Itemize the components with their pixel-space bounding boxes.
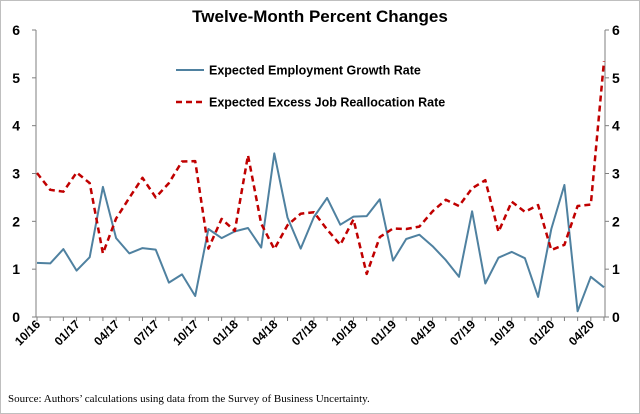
- x-tick-label: 04/19: [408, 317, 439, 348]
- x-tick-label: 10/18: [328, 317, 359, 348]
- x-tick-label: 01/20: [526, 317, 557, 348]
- x-tick-label: 04/20: [566, 317, 597, 348]
- series-line-employment-growth: [36, 152, 605, 313]
- legend: Expected Employment Growth Rate Expected …: [176, 64, 445, 110]
- y-tick-label-right: 3: [612, 166, 620, 182]
- legend-label-employment-growth: Expected Employment Growth Rate: [209, 64, 421, 78]
- y-tick-label-left: 2: [12, 213, 20, 229]
- y-tick-label-left: 4: [12, 118, 20, 134]
- y-tick-label-left: 5: [12, 70, 20, 86]
- y-tick-label-right: 6: [612, 22, 620, 38]
- x-tick-label: 10/19: [487, 317, 518, 348]
- chart-title: Twelve-Month Percent Changes: [192, 7, 448, 26]
- y-tick-label-left: 6: [12, 22, 20, 38]
- axes: [32, 29, 609, 321]
- x-tick-label: 01/19: [368, 317, 399, 348]
- x-tick-label: 01/18: [210, 317, 241, 348]
- y-tick-label-left: 3: [12, 166, 20, 182]
- x-tick-label: 04/17: [91, 317, 122, 348]
- x-tick-label: 07/18: [289, 317, 320, 348]
- y-tick-label-right: 4: [612, 118, 620, 134]
- y-tick-label-left: 1: [12, 261, 20, 277]
- x-tick-label: 07/17: [131, 317, 162, 348]
- y-tick-label-left: 0: [12, 309, 20, 325]
- y-tick-label-right: 1: [612, 261, 620, 277]
- y-tick-label-right: 0: [612, 309, 620, 325]
- series-lines: [36, 60, 606, 313]
- series-line-excess-reallocation: [36, 60, 606, 276]
- x-tick-label: 10/17: [170, 317, 201, 348]
- legend-label-excess-reallocation: Expected Excess Job Reallocation Rate: [209, 96, 445, 110]
- y-tick-label-right: 5: [612, 70, 620, 86]
- source-note: Source: Authors’ calculations using data…: [8, 393, 370, 405]
- x-tick-label: 04/18: [249, 317, 280, 348]
- x-tick-label: 01/17: [52, 317, 83, 348]
- y-tick-label-right: 2: [612, 213, 620, 229]
- x-tick-label: 07/19: [447, 317, 478, 348]
